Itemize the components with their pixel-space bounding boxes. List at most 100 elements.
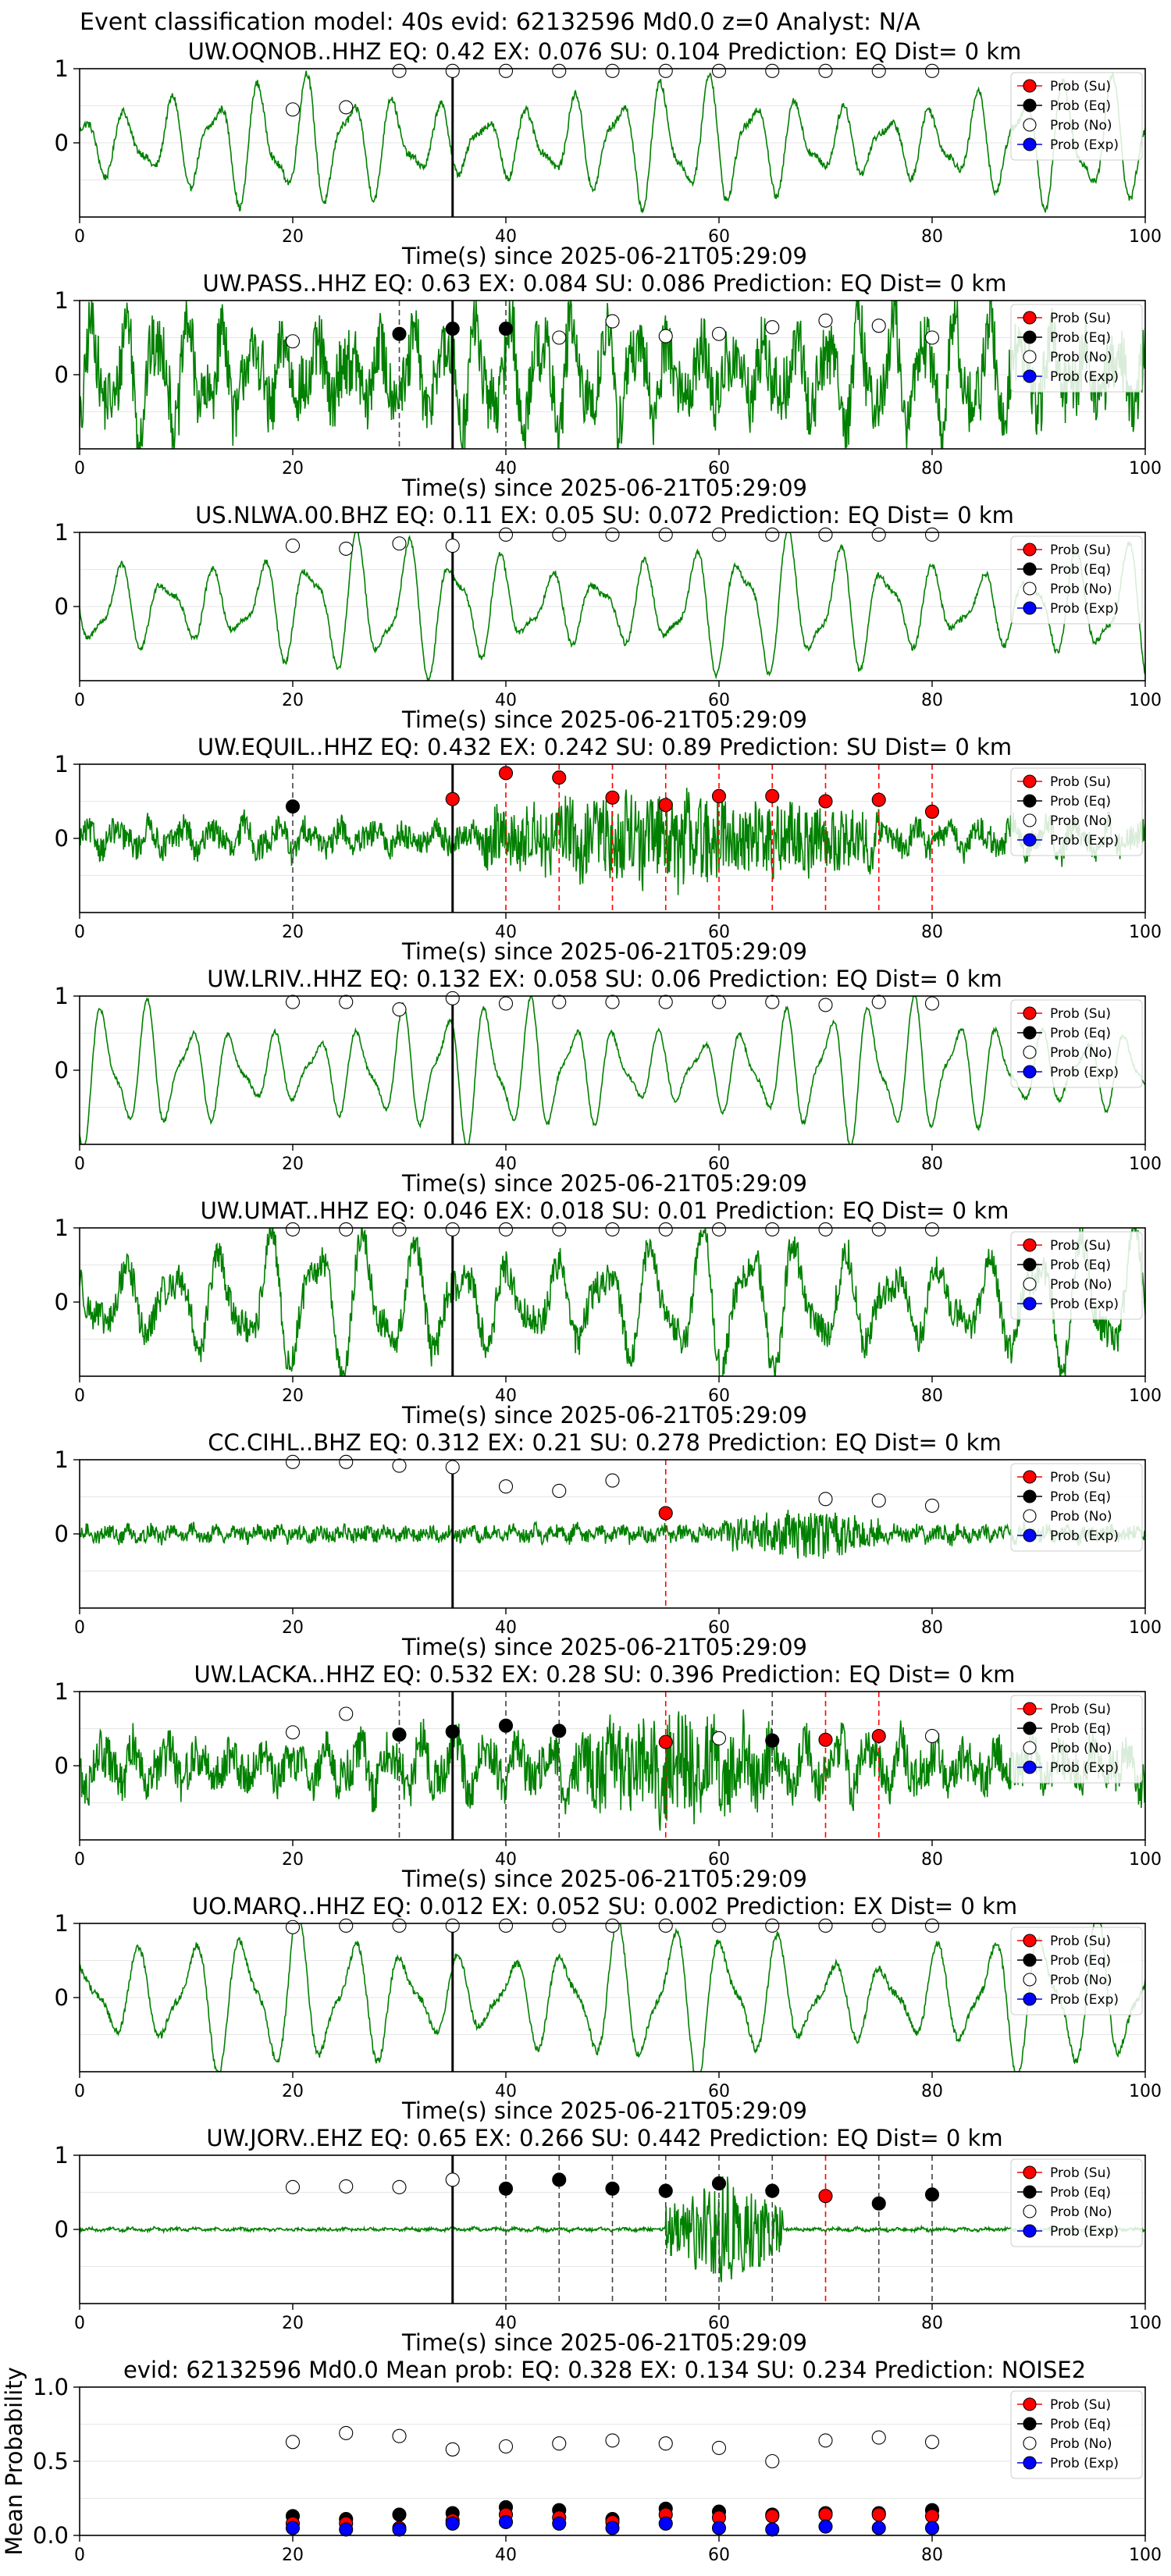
y-tick-label: 1 [55, 1910, 69, 1937]
legend-label: Prob (Eq) [1050, 2417, 1111, 2432]
prob-marker [658, 1222, 673, 1236]
x-tick-label: 60 [708, 1386, 730, 1406]
prob-marker [392, 536, 407, 551]
legend-label: Prob (No) [1050, 2436, 1112, 2452]
legend: Prob (Su) Prob (Eq) Prob (No) Prob (Exp) [1010, 1231, 1143, 1320]
prob-marker [871, 1222, 886, 1236]
legend-marker [1023, 1045, 1037, 1059]
prob-marker [818, 1492, 833, 1507]
legend-label: Prob (Exp) [1050, 2456, 1119, 2471]
panel-uw-pass-hhz: 0 20 40 60 80 100 1 0 UW.PASS..HHZ EQ: 0.63 EX: … [55, 270, 1162, 501]
legend-marker [1023, 2417, 1037, 2431]
legend-marker [1023, 2204, 1037, 2218]
x-tick-label: 100 [1129, 459, 1162, 479]
x-tick-label: 20 [282, 1155, 304, 1174]
prob-marker [711, 326, 727, 341]
panel-uo-marq-hhz: 0 20 40 60 80 100 1 0 UO.MARQ..HHZ EQ: 0.012 EX:… [55, 1893, 1162, 2124]
x-tick-label: 40 [495, 2546, 517, 2565]
legend-marker [1023, 1934, 1037, 1948]
panel-uw-lriv-hhz: 0 20 40 60 80 100 1 0 UW.LRIV..HHZ EQ: 0.132 EX:… [55, 966, 1162, 1197]
prob-marker [711, 2521, 727, 2535]
x-axis-label: Time(s) since 2025-06-21T05:29:09 [401, 1866, 807, 1892]
prob-marker [871, 2507, 886, 2522]
prob-marker [924, 1498, 940, 1513]
legend-marker [1023, 1721, 1037, 1735]
prob-marker [552, 63, 567, 78]
x-tick-label: 20 [282, 459, 304, 479]
prob-marker [765, 2522, 780, 2537]
waveform-trace [80, 1923, 1145, 2072]
y-tick-label: 1 [55, 751, 69, 777]
prob-marker [658, 1918, 673, 1933]
prob-marker [605, 1473, 620, 1488]
prob-marker [658, 2516, 673, 2531]
legend-box [1010, 999, 1143, 1088]
prob-marker [605, 2181, 620, 2196]
legend-label: Prob (Eq) [1050, 1489, 1111, 1505]
legend-box [1010, 2390, 1143, 2479]
y-tick-label: 0 [55, 361, 69, 388]
x-tick-label: 80 [921, 1850, 943, 1870]
prob-marker [711, 1731, 727, 1745]
prob-marker [445, 1724, 460, 1739]
panel-uw-equil-hhz: 0 20 40 60 80 100 1 0 UW.EQUIL..HHZ EQ: 0.432 EX… [55, 734, 1162, 965]
prob-marker [765, 2183, 780, 2198]
prob-marker [765, 788, 780, 803]
legend-marker [1023, 1509, 1037, 1523]
x-tick-label: 20 [282, 2314, 304, 2333]
x-tick-label: 100 [1129, 923, 1162, 942]
prob-marker [711, 788, 727, 803]
waveform-trace [80, 1510, 1145, 1560]
y-tick-label: 1 [55, 1446, 69, 1473]
prob-marker [658, 527, 673, 542]
prob-marker [818, 313, 833, 328]
legend-marker [1023, 1528, 1037, 1542]
y-tick-label: 1.0 [33, 2374, 69, 2400]
legend: Prob (Su) Prob (Eq) Prob (No) Prob (Exp) [1010, 1695, 1143, 1784]
x-tick-label: 0 [74, 1155, 85, 1174]
legend-box [1010, 72, 1143, 161]
legend-marker [1023, 2436, 1037, 2450]
waveform-trace [80, 996, 1145, 1144]
x-tick-label: 20 [282, 691, 304, 710]
prob-marker [552, 2436, 567, 2451]
prob-marker [605, 527, 620, 542]
prob-marker [871, 63, 886, 78]
legend-label: Prob (No) [1050, 350, 1112, 365]
x-tick-label: 40 [495, 1386, 517, 1406]
panel-uw-lacka-hhz: 0 20 40 60 80 100 1 0 UW.LACKA..HHZ EQ: 0.532 EX… [55, 1661, 1162, 1892]
prob-marker [498, 2514, 514, 2529]
legend-label: Prob (Eq) [1050, 98, 1111, 114]
prob-marker [711, 1918, 727, 1933]
prob-marker [392, 1458, 407, 1473]
x-tick-label: 100 [1129, 2546, 1162, 2565]
x-tick-label: 20 [282, 1386, 304, 1406]
legend-box [1010, 767, 1143, 856]
legend-label: Prob (Exp) [1050, 1760, 1119, 1776]
y-tick-label: 1 [55, 983, 69, 1009]
prob-marker [765, 63, 780, 78]
x-tick-label: 60 [708, 1618, 730, 1638]
legend-marker [1023, 1489, 1037, 1503]
legend-marker [1023, 2224, 1037, 2238]
legend-label: Prob (Exp) [1050, 137, 1119, 153]
panel-title: CC.CIHL..BHZ EQ: 0.312 EX: 0.21 SU: 0.27… [208, 1429, 1001, 1456]
prob-marker [871, 1918, 886, 1933]
legend-label: Prob (No) [1050, 582, 1112, 597]
legend-marker [1023, 1258, 1037, 1272]
legend-label: Prob (No) [1050, 2204, 1112, 2220]
prob-marker [765, 1918, 780, 1933]
legend: Prob (Su) Prob (Eq) Prob (No) Prob (Exp) [1010, 767, 1143, 856]
y-tick-label: 0 [55, 1057, 69, 1083]
prob-marker [818, 1732, 833, 1747]
legend-marker [1023, 1760, 1037, 1774]
legend-label: Prob (Su) [1050, 79, 1111, 94]
x-tick-label: 20 [282, 227, 304, 247]
prob-marker [658, 2436, 673, 2451]
prob-marker [552, 2516, 567, 2531]
legend-marker [1023, 601, 1037, 615]
legend-marker [1023, 1741, 1037, 1755]
legend: Prob (Su) Prob (Eq) Prob (No) Prob (Exp) [1010, 2390, 1143, 2479]
prob-marker [552, 770, 567, 785]
